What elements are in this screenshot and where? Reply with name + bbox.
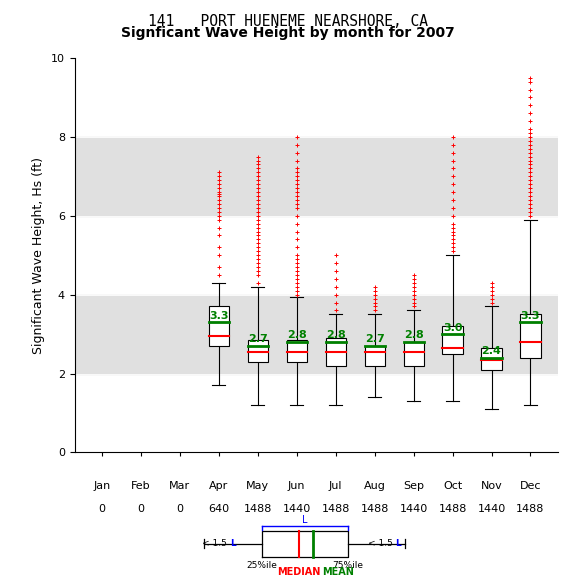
Text: 141   PORT HUENEME NEARSHORE, CA: 141 PORT HUENEME NEARSHORE, CA xyxy=(148,14,427,30)
Text: 640: 640 xyxy=(208,503,229,514)
Text: Jul: Jul xyxy=(329,481,343,491)
Text: 2.8: 2.8 xyxy=(404,331,424,340)
Bar xyxy=(248,340,268,362)
Text: Dec: Dec xyxy=(520,481,541,491)
Text: Aug: Aug xyxy=(364,481,386,491)
Text: 1488: 1488 xyxy=(438,503,467,514)
Y-axis label: Significant Wave Height, Hs (ft): Significant Wave Height, Hs (ft) xyxy=(32,157,45,354)
Bar xyxy=(404,342,424,365)
Text: 0: 0 xyxy=(137,503,144,514)
Text: < 1.5: < 1.5 xyxy=(368,539,396,548)
Text: Oct: Oct xyxy=(443,481,462,491)
Text: 2.4: 2.4 xyxy=(482,346,501,356)
Text: MEDIAN: MEDIAN xyxy=(277,567,321,577)
Bar xyxy=(442,326,463,354)
Text: 1440: 1440 xyxy=(283,503,311,514)
Text: Jan: Jan xyxy=(93,481,110,491)
Text: Feb: Feb xyxy=(131,481,151,491)
Text: Jun: Jun xyxy=(288,481,305,491)
Text: 2.7: 2.7 xyxy=(365,334,385,345)
Text: MEAN: MEAN xyxy=(322,567,354,577)
Text: L: L xyxy=(302,515,308,525)
Text: L: L xyxy=(396,539,401,548)
Bar xyxy=(287,340,307,362)
Text: 1488: 1488 xyxy=(361,503,389,514)
Bar xyxy=(325,338,346,365)
Text: 1440: 1440 xyxy=(477,503,505,514)
Bar xyxy=(365,346,385,365)
Bar xyxy=(209,306,229,346)
Text: 1440: 1440 xyxy=(400,503,428,514)
Text: 0: 0 xyxy=(98,503,106,514)
Bar xyxy=(481,348,501,369)
Text: Apr: Apr xyxy=(209,481,228,491)
Text: Sep: Sep xyxy=(403,481,424,491)
Text: 0: 0 xyxy=(177,503,183,514)
Bar xyxy=(520,314,540,358)
Text: Mar: Mar xyxy=(170,481,190,491)
Text: 1488: 1488 xyxy=(244,503,272,514)
Text: 1488: 1488 xyxy=(516,503,545,514)
Text: 75%ile: 75%ile xyxy=(332,561,363,570)
Text: 2.7: 2.7 xyxy=(248,334,268,345)
Text: < 1.5: < 1.5 xyxy=(202,539,230,548)
Text: 1488: 1488 xyxy=(321,503,350,514)
Text: 2.8: 2.8 xyxy=(287,331,306,340)
Text: 3.3: 3.3 xyxy=(209,311,229,321)
Text: Nov: Nov xyxy=(481,481,503,491)
Bar xyxy=(75,137,558,216)
Text: 3.0: 3.0 xyxy=(443,322,462,332)
Text: 25%ile: 25%ile xyxy=(246,561,277,570)
Text: May: May xyxy=(246,481,269,491)
Text: 2.8: 2.8 xyxy=(326,331,346,340)
Text: L: L xyxy=(230,539,236,548)
Text: 3.3: 3.3 xyxy=(521,311,540,321)
Text: Signficant Wave Height by month for 2007: Signficant Wave Height by month for 2007 xyxy=(121,26,454,40)
Bar xyxy=(75,295,558,374)
